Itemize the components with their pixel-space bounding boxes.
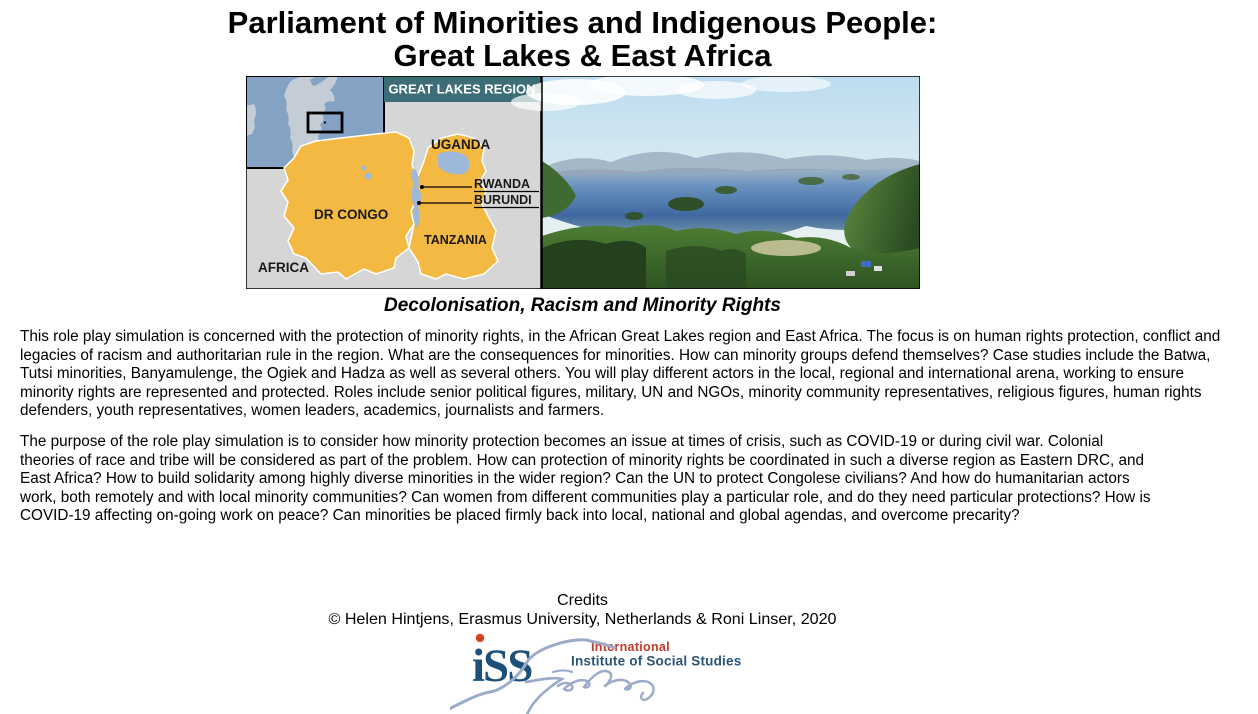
svg-text:TANZANIA: TANZANIA — [424, 233, 487, 247]
svg-text:BURUNDI: BURUNDI — [474, 193, 532, 207]
svg-text:GREAT LAKES REGION: GREAT LAKES REGION — [388, 82, 535, 97]
svg-text:International: International — [591, 640, 670, 654]
svg-text:DR CONGO: DR CONGO — [314, 207, 388, 222]
svg-text:UGANDA: UGANDA — [431, 137, 490, 152]
svg-text:AFRICA: AFRICA — [258, 260, 309, 275]
svg-text:RWANDA: RWANDA — [474, 177, 530, 191]
svg-text:Institute of Social Studies: Institute of Social Studies — [571, 654, 741, 669]
